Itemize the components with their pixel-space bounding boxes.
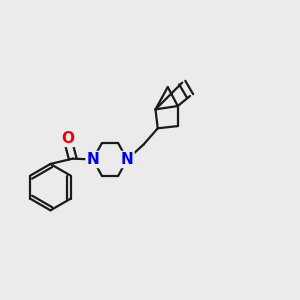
Text: N: N xyxy=(87,152,99,167)
Text: N: N xyxy=(121,152,134,167)
Text: O: O xyxy=(61,131,74,146)
